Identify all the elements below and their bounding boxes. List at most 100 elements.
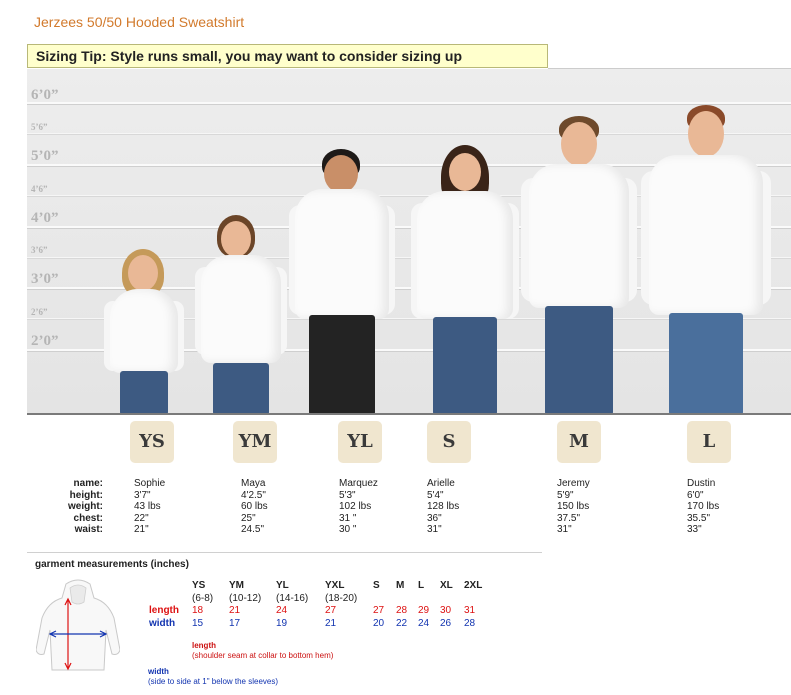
- length-legend-label: length: [192, 641, 216, 650]
- hoodie: [110, 289, 178, 373]
- model-weight: 128 lbs: [427, 501, 460, 513]
- head: [128, 255, 158, 291]
- height-label: 3’0”: [31, 271, 59, 287]
- width-value: 24: [418, 618, 430, 629]
- width-legend-label: width: [148, 667, 169, 676]
- width-value: 15: [192, 618, 204, 629]
- garment-measurements-title: garment measurements (inches): [35, 559, 189, 570]
- size-header: 2XL: [464, 580, 483, 591]
- model-chest: 37.5": [557, 512, 581, 524]
- hoodie: [201, 255, 281, 363]
- model-weight: 43 lbs: [134, 501, 161, 513]
- length-value: 30: [440, 605, 452, 616]
- model-height: 5'4": [427, 489, 444, 501]
- model-name: Sophie: [134, 478, 166, 489]
- jeans: [213, 363, 269, 413]
- size-range: (14-16): [276, 593, 309, 604]
- model-name: Maya: [241, 478, 266, 489]
- sizing-tip-banner: Sizing Tip: Style runs small, you may wa…: [27, 44, 548, 68]
- model-height: 3'7": [134, 489, 151, 501]
- head: [221, 221, 251, 257]
- height-label: 6’0”: [31, 87, 59, 103]
- width-value: 17: [229, 618, 241, 629]
- model-weight: 102 lbs: [339, 501, 372, 513]
- length-legend-note: (shoulder seam at collar to bottom hem): [192, 650, 334, 660]
- width-value: 28: [464, 618, 476, 629]
- size-badge-l: L: [687, 421, 731, 463]
- hood-opening: [69, 584, 87, 605]
- size-badge-s: S: [427, 421, 471, 463]
- height-line: [27, 287, 791, 289]
- sweatshirt-outline: [36, 579, 120, 671]
- model-chest: 36": [427, 512, 442, 524]
- model-sophie-figure: [104, 249, 190, 413]
- length-arrowhead-bottom: [64, 662, 72, 671]
- height-line: [27, 257, 791, 258]
- size-badge-yl: YL: [338, 421, 382, 463]
- width-value: 22: [396, 618, 408, 629]
- stat-label-weight: weight:: [68, 501, 103, 513]
- length-value: 29: [418, 605, 430, 616]
- size-header: S: [373, 580, 380, 591]
- height-label: 2’6”: [31, 307, 48, 317]
- model-name: Dustin: [687, 478, 716, 489]
- model-stats-dustin: Dustin 6'0" 170 lbs 35.5" 33": [687, 478, 719, 536]
- length-value: 31: [464, 605, 476, 616]
- length-legend: length (shoulder seam at collar to botto…: [192, 641, 333, 660]
- length-value: 27: [373, 605, 385, 616]
- height-line: [27, 133, 791, 134]
- width-arrowhead-right: [99, 630, 108, 638]
- length-value: 18: [192, 605, 204, 616]
- sweatpants: [309, 315, 375, 413]
- length-row-label: length: [149, 605, 179, 616]
- model-stats-maya: Maya 4'2.5" 60 lbs 25" 24.5": [241, 478, 268, 536]
- height-label: 3’6”: [31, 245, 48, 255]
- size-range: (10-12): [229, 593, 262, 604]
- model-height: 5'3": [339, 489, 356, 501]
- head: [561, 122, 597, 166]
- height-chart-photo: 6’0” 5’6” 5’0” 4’6” 4’0” 3’6” 3’0” 2’6” …: [27, 69, 791, 415]
- model-chest: 22": [134, 512, 149, 524]
- height-label: 5’0”: [31, 148, 59, 164]
- model-weight: 170 lbs: [687, 501, 720, 513]
- size-range: (6-8): [192, 593, 214, 604]
- width-legend-note: (side to side at 1" below the sleeves): [148, 676, 279, 686]
- height-label: 4’0”: [31, 210, 59, 226]
- hoodie: [649, 155, 763, 315]
- model-chest: 25": [241, 512, 256, 524]
- width-row-label: width: [149, 618, 176, 629]
- height-line: [27, 349, 791, 351]
- length-value: 27: [325, 605, 337, 616]
- jeans: [433, 317, 497, 413]
- width-value: 21: [325, 618, 337, 629]
- width-arrowhead-left: [48, 630, 57, 638]
- model-stats-marquez: Marquez 5'3" 102 lbs 31 " 30 ": [339, 478, 378, 536]
- width-value: 20: [373, 618, 385, 629]
- height-label: 2’0”: [31, 333, 59, 349]
- size-badge-ym: YM: [233, 421, 277, 463]
- jeans: [669, 313, 743, 413]
- head: [324, 155, 358, 193]
- size-badge-m: M: [557, 421, 601, 463]
- height-line: [27, 318, 791, 319]
- model-height: 6'0": [687, 489, 704, 501]
- size-header: YXL: [325, 580, 345, 591]
- model-dustin-figure: [641, 105, 771, 413]
- divider: [548, 68, 791, 69]
- size-range: (18-20): [325, 593, 358, 604]
- width-value: 19: [276, 618, 288, 629]
- model-name: Arielle: [427, 478, 455, 489]
- page-title: Jerzees 50/50 Hooded Sweatshirt: [34, 14, 245, 30]
- model-waist: 24.5": [241, 524, 265, 536]
- height-line: [27, 226, 791, 228]
- model-name: Marquez: [339, 478, 378, 489]
- stat-label-height: height:: [69, 489, 103, 501]
- width-value: 26: [440, 618, 452, 629]
- model-waist: 33": [687, 524, 702, 536]
- model-stats-arielle: Arielle 5'4" 128 lbs 36" 31": [427, 478, 459, 536]
- length-value: 28: [396, 605, 408, 616]
- hoodie: [417, 191, 513, 319]
- height-line: [27, 102, 791, 104]
- height-line: [27, 164, 791, 166]
- stat-label-chest: chest:: [73, 512, 103, 524]
